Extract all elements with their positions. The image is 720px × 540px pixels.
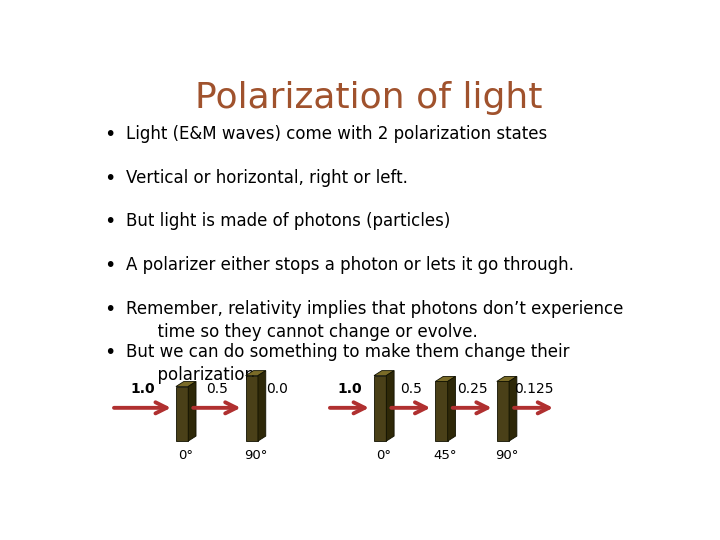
- Text: 0.0: 0.0: [266, 382, 288, 396]
- Text: •: •: [104, 256, 115, 275]
- Polygon shape: [246, 376, 258, 441]
- Text: Light (E&M waves) come with 2 polarization states: Light (E&M waves) come with 2 polarizati…: [126, 125, 547, 143]
- Polygon shape: [497, 381, 509, 441]
- Polygon shape: [374, 370, 394, 376]
- Text: 90°: 90°: [244, 449, 267, 462]
- Polygon shape: [387, 370, 394, 441]
- Text: But light is made of photons (particles): But light is made of photons (particles): [126, 212, 451, 231]
- Polygon shape: [188, 382, 196, 441]
- Text: 0.25: 0.25: [457, 382, 487, 396]
- Polygon shape: [176, 382, 196, 387]
- Text: But we can do something to make them change their
      polarization: But we can do something to make them cha…: [126, 343, 570, 384]
- Text: 0°: 0°: [377, 449, 392, 462]
- Polygon shape: [497, 376, 517, 381]
- Polygon shape: [246, 370, 266, 376]
- Text: 1.0: 1.0: [130, 382, 155, 396]
- Polygon shape: [436, 381, 448, 441]
- Text: 0.5: 0.5: [400, 382, 422, 396]
- Text: •: •: [104, 125, 115, 144]
- Polygon shape: [436, 376, 456, 381]
- Text: •: •: [104, 168, 115, 188]
- Text: Polarization of light: Polarization of light: [195, 82, 543, 116]
- Text: •: •: [104, 300, 115, 319]
- Polygon shape: [374, 376, 387, 441]
- Text: 90°: 90°: [495, 449, 518, 462]
- Polygon shape: [509, 376, 517, 441]
- Text: 0.125: 0.125: [514, 382, 554, 396]
- Text: 1.0: 1.0: [337, 382, 361, 396]
- Text: 45°: 45°: [433, 449, 457, 462]
- Text: Remember, relativity implies that photons don’t experience
      time so they ca: Remember, relativity implies that photon…: [126, 300, 624, 341]
- Polygon shape: [176, 387, 188, 441]
- Text: A polarizer either stops a photon or lets it go through.: A polarizer either stops a photon or let…: [126, 256, 574, 274]
- Text: 0.5: 0.5: [206, 382, 228, 396]
- Polygon shape: [258, 370, 266, 441]
- Text: •: •: [104, 343, 115, 362]
- Text: •: •: [104, 212, 115, 232]
- Text: 0°: 0°: [179, 449, 194, 462]
- Text: Vertical or horizontal, right or left.: Vertical or horizontal, right or left.: [126, 168, 408, 187]
- Polygon shape: [448, 376, 456, 441]
